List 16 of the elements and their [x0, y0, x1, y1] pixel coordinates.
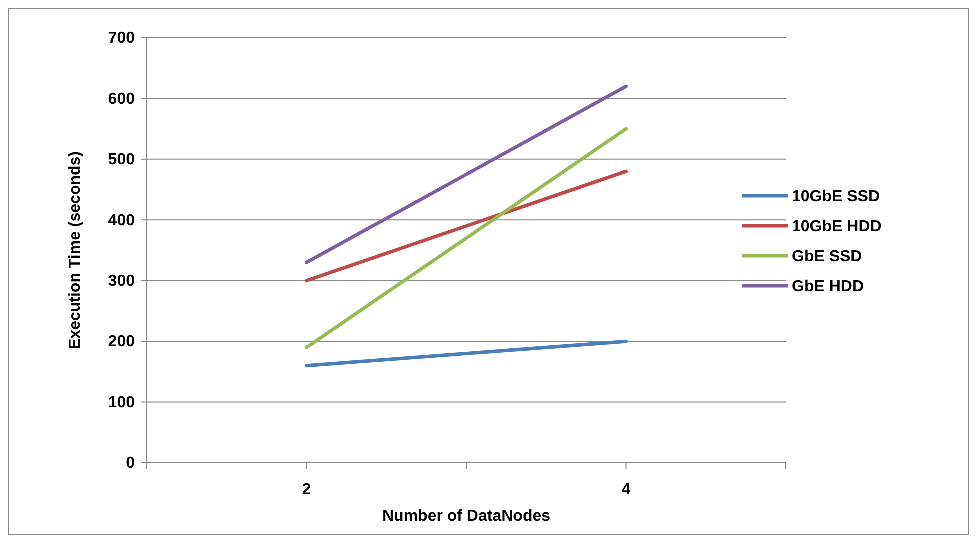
- legend-label: 10GbE HDD: [792, 218, 882, 236]
- x-tick-label: 4: [622, 481, 631, 498]
- x-axis-title: Number of DataNodes: [382, 508, 551, 525]
- y-tick-label: 100: [108, 394, 136, 412]
- y-tick-label: 600: [108, 90, 136, 108]
- y-tick-label: 700: [108, 30, 136, 48]
- y-tick-label: 300: [108, 272, 136, 290]
- legend-label: GbE HDD: [792, 278, 864, 296]
- y-tick-label: 500: [108, 152, 136, 169]
- legend-label: 10GbE SSD: [792, 188, 880, 206]
- y-axis-title: Execution Time (seconds): [67, 152, 84, 350]
- y-tick-label: 200: [108, 334, 136, 351]
- y-tick-label: 400: [108, 212, 136, 230]
- legend-label: GbE SSD: [792, 248, 862, 266]
- y-tick-label: 0: [126, 455, 136, 472]
- x-tick-label: 2: [302, 481, 312, 498]
